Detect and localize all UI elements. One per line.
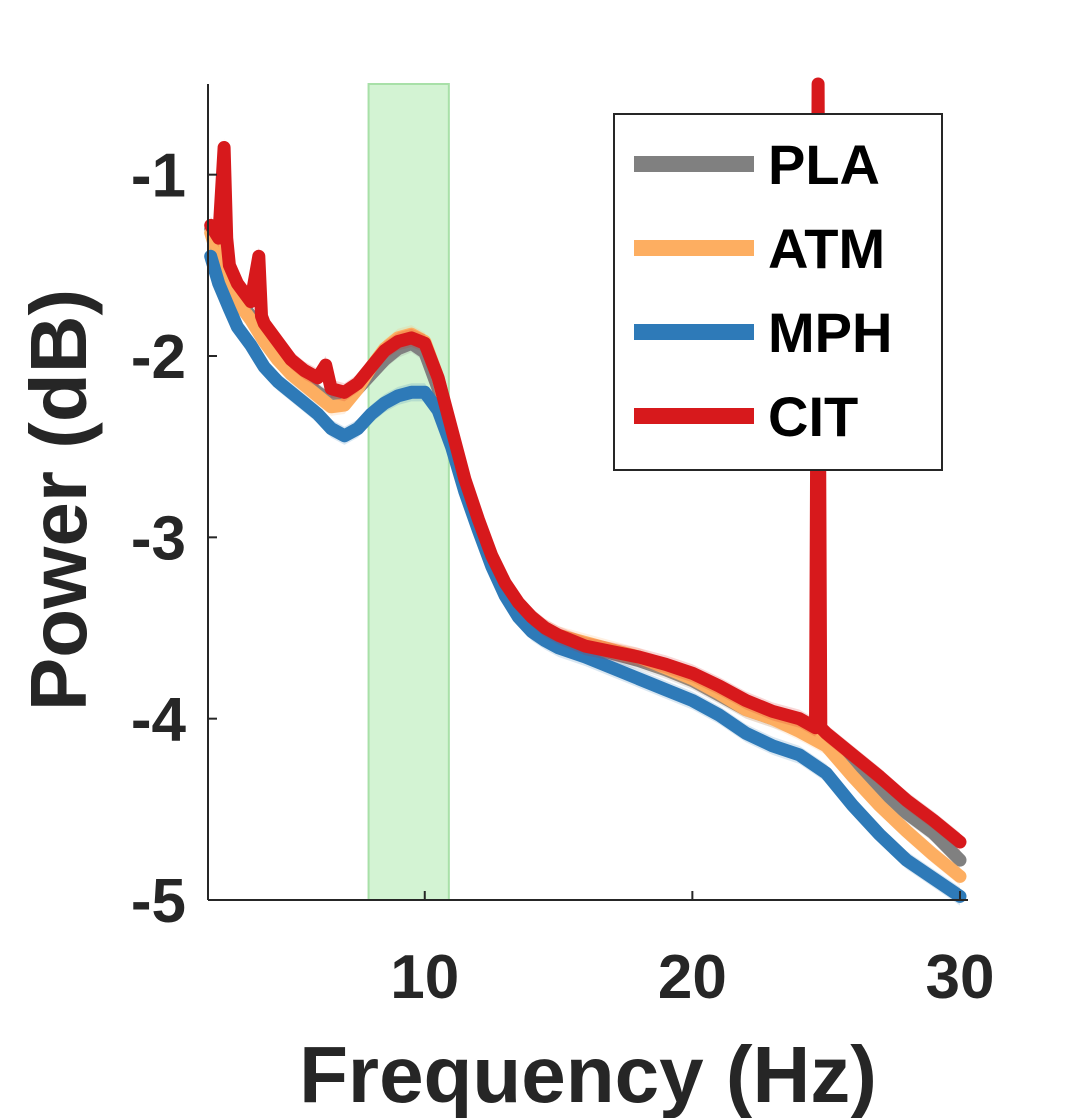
- y-tick-label: -5: [131, 867, 186, 936]
- legend-label-pla: PLA: [768, 133, 880, 196]
- y-tick-label: -4: [131, 686, 187, 755]
- legend: PLA ATM MPH CIT: [613, 113, 943, 471]
- y-tick-label: -3: [131, 504, 186, 573]
- axes: -5 -4 -3 -2 -1 10 20 30: [131, 84, 994, 1012]
- y-tick-label: -2: [131, 323, 186, 392]
- y-tick-label: -1: [131, 142, 186, 211]
- series-line-cit: [204, 77, 967, 849]
- x-tick-label: 10: [390, 943, 459, 1012]
- alpha-band-highlight: [367, 83, 450, 901]
- legend-label-atm: ATM: [768, 217, 885, 280]
- x-tick-label: 30: [925, 943, 994, 1012]
- legend-label-cit: CIT: [768, 385, 858, 448]
- series-lines: [204, 74, 967, 906]
- x-tick-label: 20: [658, 943, 727, 1012]
- highlight-band: [367, 83, 450, 901]
- y-axis-title: Power (dB): [14, 289, 103, 711]
- legend-label-mph: MPH: [768, 301, 892, 364]
- x-axis-title: Frequency (Hz): [299, 1030, 877, 1118]
